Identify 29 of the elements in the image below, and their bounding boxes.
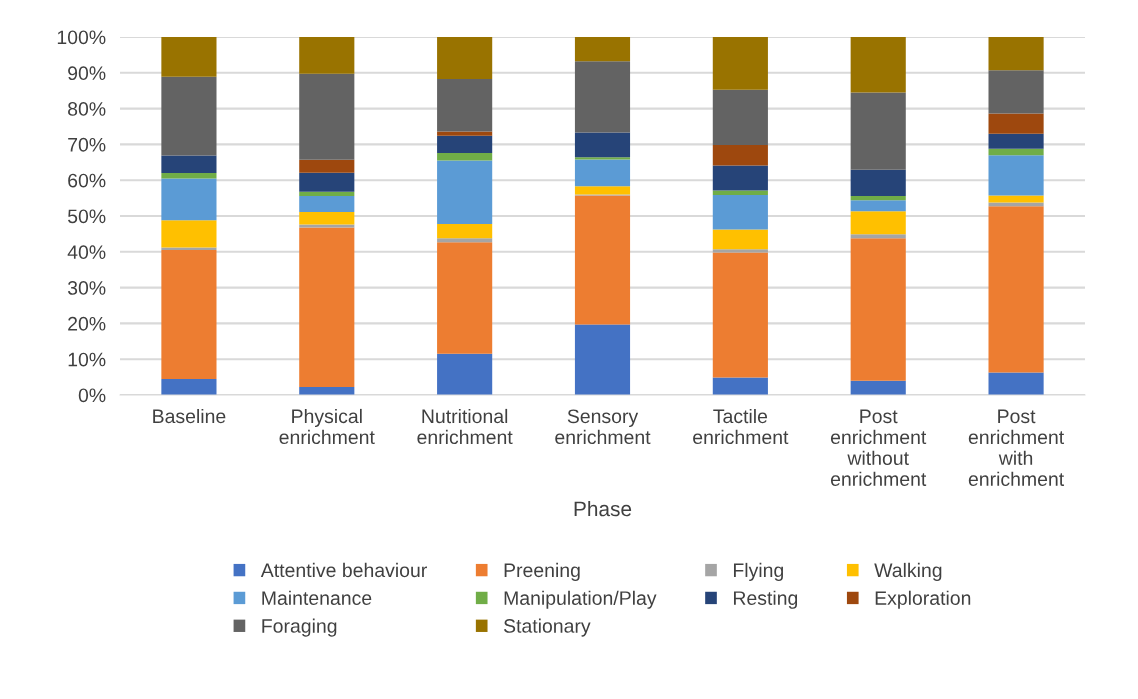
x-tick-label: Baseline	[153, 408, 226, 424]
legend-label: Maintenance	[262, 590, 372, 605]
y-tick-label: 30%	[67, 281, 106, 295]
x-tick-label: Post enrichment without enrichment	[830, 409, 927, 486]
x-tick-label: Post enrichment with enrichment	[968, 409, 1065, 486]
legend-label: Flying	[733, 562, 784, 581]
y-tick-label: 20%	[68, 316, 106, 331]
y-tick-label: 80%	[68, 102, 106, 116]
y-tick-label: 50%	[67, 209, 106, 224]
y-tick-label: 90%	[68, 66, 106, 81]
x-tick-label: Nutritional enrichment	[417, 408, 513, 445]
y-tick-label: 0%	[78, 388, 106, 403]
x-axis-title: Phase	[574, 500, 632, 517]
x-tick-label: Tactile enrichment	[693, 408, 789, 445]
legend-label: Exploration	[875, 590, 971, 609]
legend-label: Resting	[733, 590, 798, 609]
y-tick-label: 10%	[68, 352, 106, 367]
legend-label: Foraging	[262, 618, 337, 637]
y-tick-label: 60%	[68, 173, 106, 188]
legend-label: Stationary	[503, 618, 591, 637]
x-tick-label: Sensory enrichment	[555, 409, 651, 445]
y-tick-label: 70%	[68, 137, 106, 152]
x-tick-label: Physical enrichment	[279, 408, 375, 445]
legend-label: Manipulation/Play	[504, 590, 657, 609]
legend-label: Preening	[504, 562, 580, 581]
y-tick-label: 40%	[67, 245, 106, 260]
y-tick-label: 100%	[57, 30, 106, 45]
legend-label: Walking	[874, 562, 942, 581]
legend-label: Attentive behaviour	[260, 562, 427, 578]
